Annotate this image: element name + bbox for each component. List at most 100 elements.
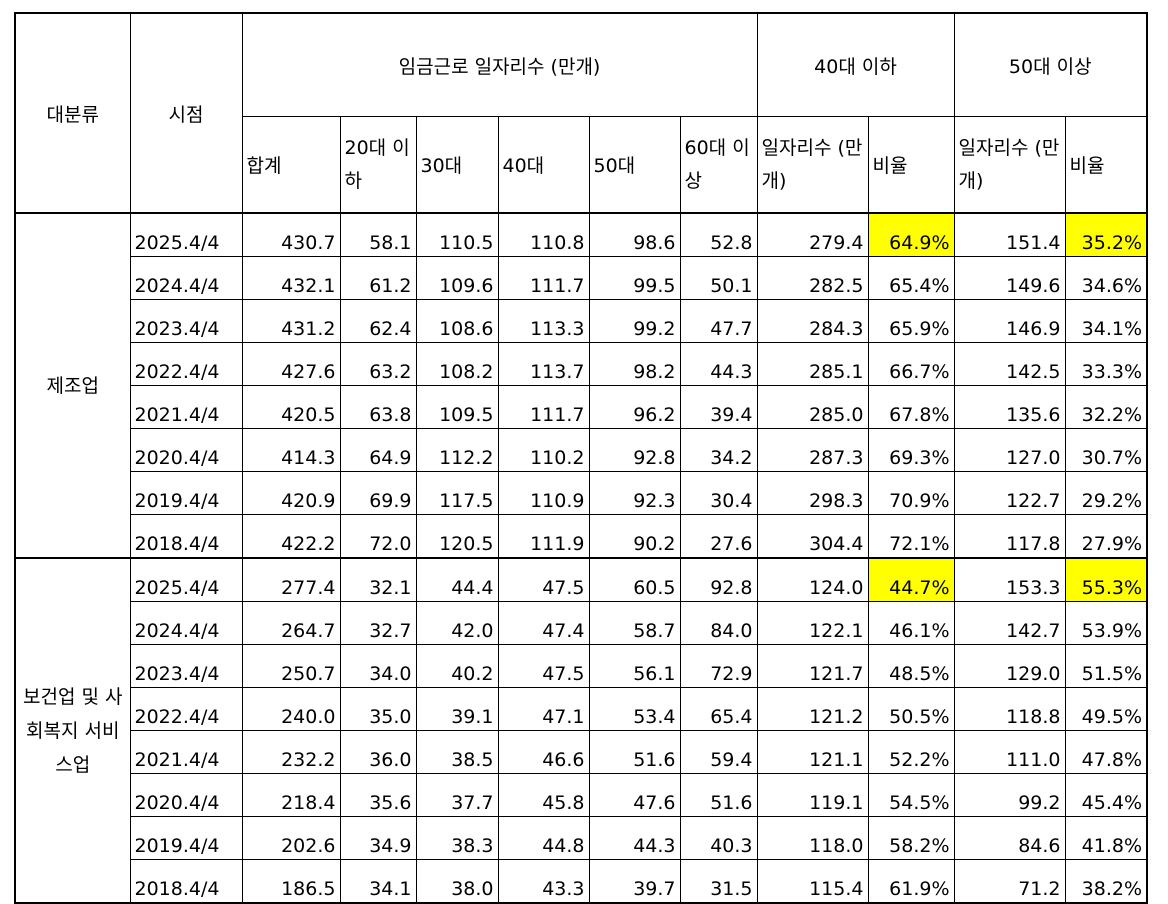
over50-ratio-cell: 45.4%	[1064, 773, 1148, 817]
table-row: 2020.4/4 414.3 64.9 112.2 110.2 92.8 34.2 287.3…	[15, 428, 1148, 472]
period-cell: 2020.4/4	[129, 428, 243, 472]
period-cell: 2021.4/4	[129, 385, 243, 429]
age60-cell: 44.3	[679, 342, 758, 386]
period-cell: 2024.4/4	[129, 601, 243, 645]
over50-jobs-cell: 142.5	[953, 342, 1066, 386]
under40-ratio-cell: 44.7%	[867, 557, 955, 602]
period-cell: 2018.4/4	[129, 514, 243, 559]
under40-ratio-cell: 69.3%	[867, 428, 955, 472]
table-row: 2023.4/4 250.7 34.0 40.2 47.5 56.1 72.9 121.7 48…	[15, 644, 1148, 688]
age20-cell: 58.1	[339, 212, 417, 257]
period-cell: 2020.4/4	[129, 773, 243, 817]
age30-cell: 109.5	[415, 385, 499, 429]
under40-jobs-cell: 124.0	[756, 557, 869, 602]
period-cell: 2023.4/4	[129, 299, 243, 343]
age30-cell: 42.0	[415, 601, 499, 645]
over50-ratio-cell: 55.3%	[1064, 557, 1148, 602]
over50-jobs-cell: 142.7	[953, 601, 1066, 645]
age20-cell: 34.0	[339, 644, 417, 688]
age20-cell: 35.0	[339, 687, 417, 731]
category-cell: 제조업	[14, 212, 131, 559]
under40-ratio-cell: 48.5%	[867, 644, 955, 688]
age20-cell: 36.0	[339, 730, 417, 774]
header-over50-ratio: 비율	[1064, 116, 1148, 214]
table-row: 보건업 및 사회복지 서비스업 2025.4/4 277.4 32.1 44.4 47.5…	[14, 557, 1148, 904]
age30-cell: 37.7	[415, 773, 499, 817]
under40-jobs-cell: 304.4	[756, 514, 869, 559]
header-age50: 50대	[588, 116, 681, 214]
age40-cell: 110.8	[497, 212, 590, 257]
age60-cell: 84.0	[679, 601, 758, 645]
under40-ratio-cell: 67.8%	[867, 385, 955, 429]
table-row: 2024.4/4 432.1 61.2 109.6 111.7 99.5 50.1 282.5…	[15, 256, 1148, 300]
age20-cell: 61.2	[339, 256, 417, 300]
age40-cell: 47.5	[497, 557, 590, 602]
age30-cell: 112.2	[415, 428, 499, 472]
header-under40-group: 40대 이하	[756, 12, 955, 117]
over50-jobs-cell: 117.8	[953, 514, 1066, 559]
over50-jobs-cell: 146.9	[953, 299, 1066, 343]
age50-cell: 51.6	[588, 730, 681, 774]
over50-jobs-cell: 151.4	[953, 212, 1066, 257]
total-cell: 264.7	[241, 601, 341, 645]
over50-jobs-cell: 122.7	[953, 471, 1066, 515]
under40-ratio-cell: 65.4%	[867, 256, 955, 300]
age60-cell: 30.4	[679, 471, 758, 515]
age30-cell: 39.1	[415, 687, 499, 731]
total-cell: 202.6	[241, 816, 341, 860]
age30-cell: 108.2	[415, 342, 499, 386]
table-row: 제조업 2025.4/4 430.7 58.1 110.5 110.8 98.6 52.8 27…	[14, 212, 1148, 559]
under40-jobs-cell: 287.3	[756, 428, 869, 472]
over50-jobs-cell: 149.6	[953, 256, 1066, 300]
under40-jobs-cell: 118.0	[756, 816, 869, 860]
age50-cell: 92.3	[588, 471, 681, 515]
age20-cell: 69.9	[339, 471, 417, 515]
age40-cell: 45.8	[497, 773, 590, 817]
over50-jobs-cell: 127.0	[953, 428, 1066, 472]
total-cell: 250.7	[241, 644, 341, 688]
total-cell: 232.2	[241, 730, 341, 774]
age40-cell: 111.7	[497, 385, 590, 429]
over50-ratio-cell: 34.1%	[1064, 299, 1148, 343]
table-row: 2023.4/4 431.2 62.4 108.6 113.3 99.2 47.7 284.3…	[15, 299, 1148, 343]
age40-cell: 110.9	[497, 471, 590, 515]
age40-cell: 111.9	[497, 514, 590, 559]
under40-jobs-cell: 122.1	[756, 601, 869, 645]
under40-ratio-cell: 61.9%	[867, 859, 955, 904]
over50-ratio-cell: 38.2%	[1064, 859, 1148, 904]
age60-cell: 50.1	[679, 256, 758, 300]
age50-cell: 99.5	[588, 256, 681, 300]
data-table: 대분류 시점 임금근로 일자리수 (만개) 40대 이하 50대 이상 합계 2…	[14, 12, 1148, 904]
age40-cell: 47.1	[497, 687, 590, 731]
over50-ratio-cell: 30.7%	[1064, 428, 1148, 472]
age40-cell: 47.4	[497, 601, 590, 645]
header-under40-ratio: 비율	[867, 116, 955, 214]
total-cell: 422.2	[241, 514, 341, 559]
age50-cell: 44.3	[588, 816, 681, 860]
age50-cell: 99.2	[588, 299, 681, 343]
table-row: 2022.4/4 240.0 35.0 39.1 47.1 53.4 65.4 121.2 50…	[15, 687, 1148, 731]
under40-jobs-cell: 121.2	[756, 687, 869, 731]
age40-cell: 47.5	[497, 644, 590, 688]
age60-cell: 65.4	[679, 687, 758, 731]
age30-cell: 38.3	[415, 816, 499, 860]
over50-jobs-cell: 71.2	[953, 859, 1066, 904]
total-cell: 427.6	[241, 342, 341, 386]
under40-ratio-cell: 70.9%	[867, 471, 955, 515]
over50-ratio-cell: 29.2%	[1064, 471, 1148, 515]
age40-cell: 46.6	[497, 730, 590, 774]
under40-ratio-cell: 52.2%	[867, 730, 955, 774]
period-cell: 2023.4/4	[129, 644, 243, 688]
over50-jobs-cell: 99.2	[953, 773, 1066, 817]
over50-ratio-cell: 51.5%	[1064, 644, 1148, 688]
header-jobs-group: 임금근로 일자리수 (만개)	[241, 12, 758, 117]
over50-ratio-cell: 35.2%	[1064, 212, 1148, 257]
age50-cell: 92.8	[588, 428, 681, 472]
header-age20: 20대 이하	[339, 116, 417, 214]
age40-cell: 43.3	[497, 859, 590, 904]
under40-jobs-cell: 298.3	[756, 471, 869, 515]
age50-cell: 47.6	[588, 773, 681, 817]
age50-cell: 98.2	[588, 342, 681, 386]
under40-ratio-cell: 66.7%	[867, 342, 955, 386]
age20-cell: 63.2	[339, 342, 417, 386]
